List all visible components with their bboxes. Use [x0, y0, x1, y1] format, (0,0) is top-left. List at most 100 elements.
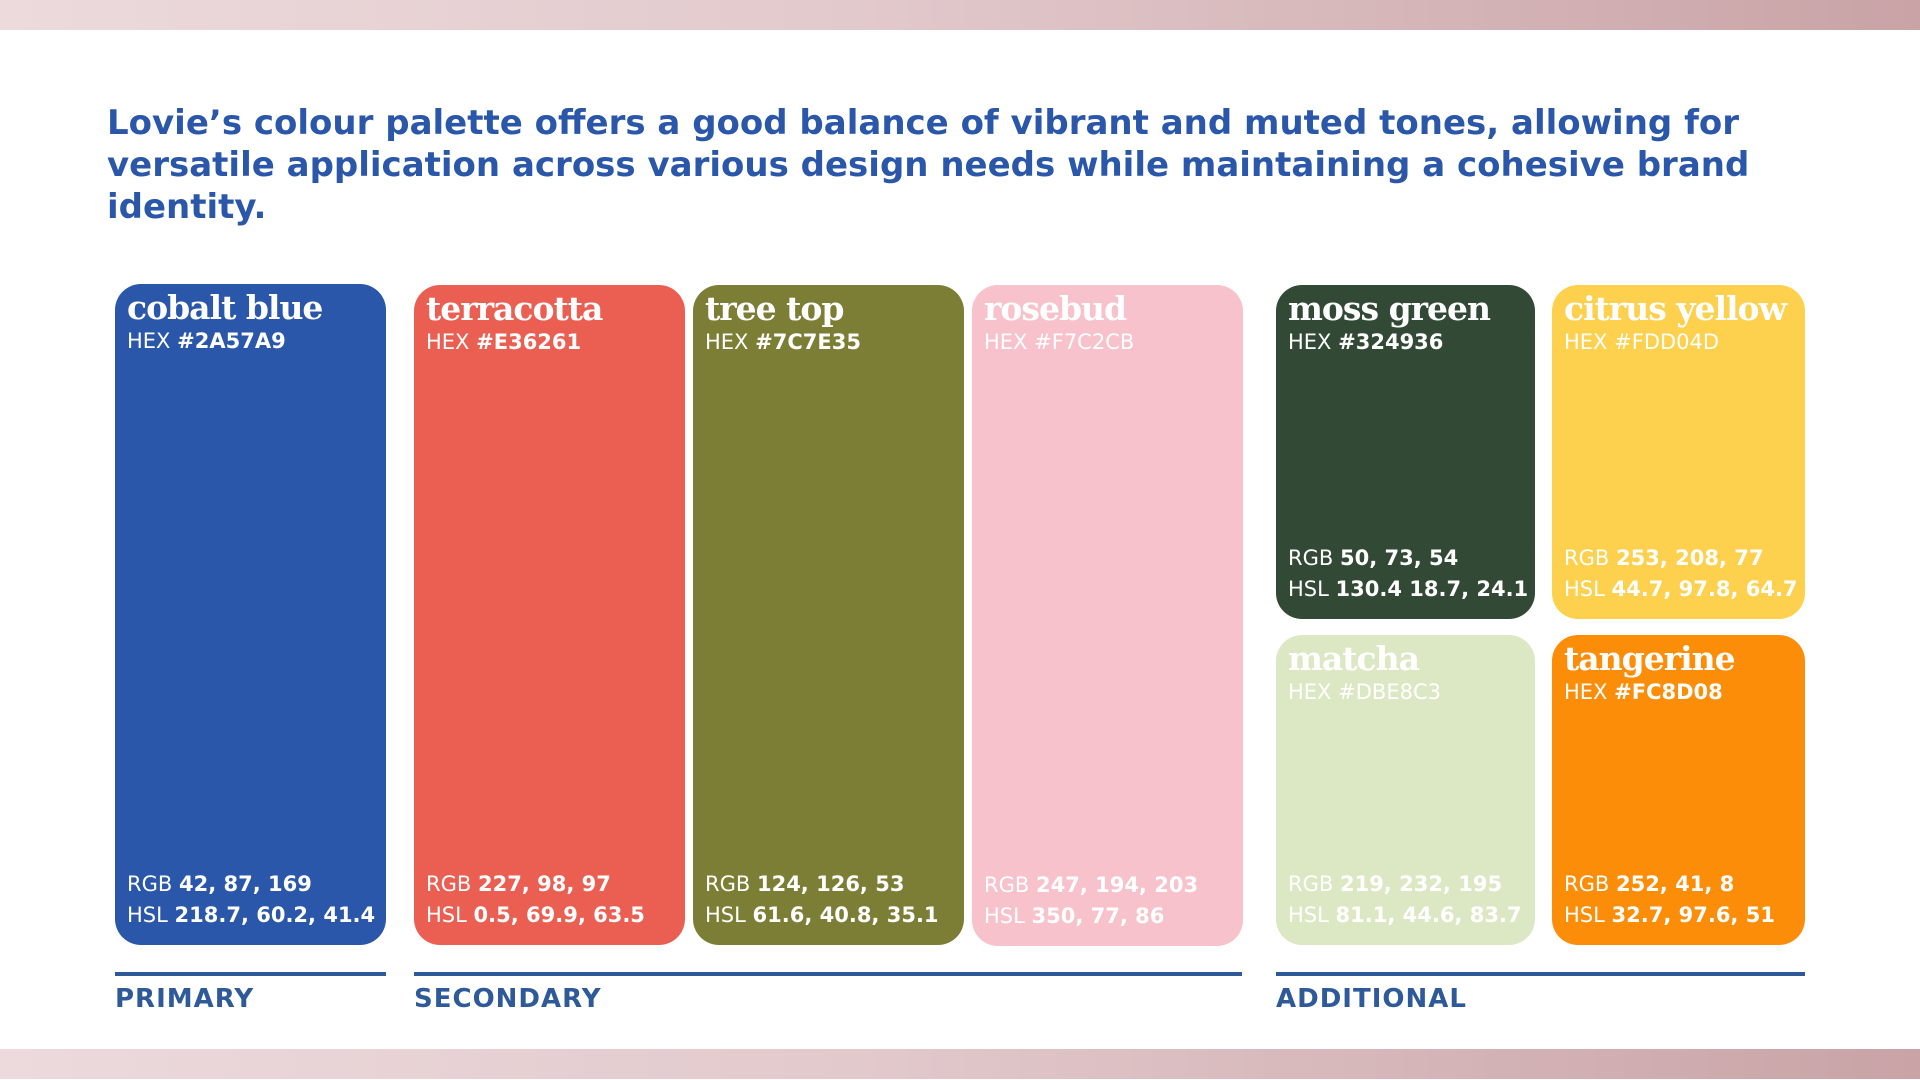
- swatch-tangerine: tangerine HEX #FC8D08 RGB 252, 41, 8 HSL…: [1552, 635, 1805, 945]
- hex-label: HEX: [127, 329, 171, 353]
- hsl-label: HSL: [1288, 903, 1329, 927]
- top-decorative-band: [0, 0, 1920, 30]
- swatch-hex: HEX #2A57A9: [127, 328, 286, 354]
- swatch-hex: HEX #DBE8C3: [1288, 679, 1441, 705]
- swatch-hex: HEX #324936: [1288, 329, 1443, 355]
- hex-label: HEX: [1288, 330, 1332, 354]
- swatch-values: RGB 50, 73, 54 HSL 130.4 18.7, 24.1: [1288, 543, 1528, 605]
- additional-divider: [1276, 972, 1805, 976]
- rgb-label: RGB: [1564, 546, 1610, 570]
- hsl-value: 61.6, 40.8, 35.1: [752, 903, 939, 927]
- rgb-value: 252, 41, 8: [1615, 872, 1735, 896]
- hsl-row: HSL 350, 77, 86: [984, 901, 1198, 932]
- swatch-hex: HEX #E36261: [426, 329, 581, 355]
- swatch-terracotta: terracotta HEX #E36261 RGB 227, 98, 97 H…: [414, 285, 685, 945]
- rgb-row: RGB 252, 41, 8: [1564, 869, 1775, 900]
- rgb-value: 253, 208, 77: [1615, 546, 1764, 570]
- additional-group-label: ADDITIONAL: [1276, 984, 1467, 1014]
- swatch-name: cobalt blue: [127, 288, 323, 327]
- swatch-name: terracotta: [426, 289, 603, 328]
- hsl-value: 218.7, 60.2, 41.4: [174, 903, 376, 927]
- rgb-label: RGB: [1564, 872, 1610, 896]
- hsl-value: 0.5, 69.9, 63.5: [473, 903, 645, 927]
- swatch-hex: HEX #FDD04D: [1564, 329, 1719, 355]
- rgb-label: RGB: [426, 872, 472, 896]
- rgb-row: RGB 253, 208, 77: [1564, 543, 1798, 574]
- rgb-row: RGB 50, 73, 54: [1288, 543, 1528, 574]
- swatch-values: RGB 42, 87, 169 HSL 218.7, 60.2, 41.4: [127, 869, 375, 931]
- rgb-label: RGB: [1288, 872, 1334, 896]
- swatch-matcha: matcha HEX #DBE8C3 RGB 219, 232, 195 HSL…: [1276, 635, 1535, 945]
- hsl-row: HSL 44.7, 97.8, 64.7: [1564, 574, 1798, 605]
- hex-value: #FC8D08: [1614, 680, 1723, 704]
- swatch-values: RGB 227, 98, 97 HSL 0.5, 69.9, 63.5: [426, 869, 645, 931]
- hsl-label: HSL: [426, 903, 467, 927]
- swatch-name: tree top: [705, 289, 844, 328]
- swatch-values: RGB 253, 208, 77 HSL 44.7, 97.8, 64.7: [1564, 543, 1798, 605]
- rgb-value: 219, 232, 195: [1339, 872, 1503, 896]
- bottom-decorative-band: [0, 1049, 1920, 1079]
- primary-group-label: PRIMARY: [115, 984, 255, 1014]
- swatch-citrus-yellow: citrus yellow HEX #FDD04D RGB 253, 208, …: [1552, 285, 1805, 619]
- rgb-row: RGB 219, 232, 195: [1288, 869, 1522, 900]
- swatch-values: RGB 247, 194, 203 HSL 350, 77, 86: [984, 870, 1198, 932]
- swatch-hex: HEX #F7C2CB: [984, 329, 1134, 355]
- hex-label: HEX: [984, 330, 1028, 354]
- rgb-row: RGB 124, 126, 53: [705, 869, 939, 900]
- swatch-name: matcha: [1288, 639, 1420, 678]
- hsl-row: HSL 61.6, 40.8, 35.1: [705, 900, 939, 931]
- rgb-row: RGB 42, 87, 169: [127, 869, 375, 900]
- hsl-row: HSL 81.1, 44.6, 83.7: [1288, 900, 1522, 931]
- hsl-value: 350, 77, 86: [1031, 904, 1165, 928]
- hex-label: HEX: [705, 330, 749, 354]
- swatch-tree-top: tree top HEX #7C7E35 RGB 124, 126, 53 HS…: [693, 285, 964, 945]
- hex-value: #F7C2CB: [1034, 330, 1135, 354]
- rgb-label: RGB: [127, 872, 173, 896]
- hsl-row: HSL 32.7, 97.6, 51: [1564, 900, 1775, 931]
- palette-intro-text: Lovie’s colour palette offers a good bal…: [107, 103, 1750, 227]
- hsl-label: HSL: [984, 904, 1025, 928]
- hex-label: HEX: [1564, 680, 1608, 704]
- hsl-value: 130.4 18.7, 24.1: [1335, 577, 1529, 601]
- hex-value: #324936: [1338, 330, 1444, 354]
- hsl-row: HSL 0.5, 69.9, 63.5: [426, 900, 645, 931]
- swatch-name: rosebud: [984, 289, 1127, 328]
- hsl-label: HSL: [705, 903, 746, 927]
- swatch-name: moss green: [1288, 289, 1491, 328]
- hex-label: HEX: [1564, 330, 1608, 354]
- rgb-value: 227, 98, 97: [477, 872, 611, 896]
- hsl-value: 44.7, 97.8, 64.7: [1611, 577, 1798, 601]
- hex-value: #DBE8C3: [1338, 680, 1441, 704]
- hex-value: #7C7E35: [755, 330, 861, 354]
- primary-divider: [115, 972, 386, 976]
- hsl-label: HSL: [127, 903, 168, 927]
- rgb-value: 124, 126, 53: [756, 872, 905, 896]
- swatch-values: RGB 252, 41, 8 HSL 32.7, 97.6, 51: [1564, 869, 1775, 931]
- swatch-moss-green: moss green HEX #324936 RGB 50, 73, 54 HS…: [1276, 285, 1535, 619]
- hex-value: #FDD04D: [1614, 330, 1720, 354]
- rgb-row: RGB 247, 194, 203: [984, 870, 1198, 901]
- hsl-value: 32.7, 97.6, 51: [1611, 903, 1775, 927]
- rgb-value: 50, 73, 54: [1339, 546, 1459, 570]
- hex-value: #E36261: [476, 330, 582, 354]
- hsl-label: HSL: [1564, 577, 1605, 601]
- swatch-hex: HEX #FC8D08: [1564, 679, 1723, 705]
- hsl-row: HSL 130.4 18.7, 24.1: [1288, 574, 1528, 605]
- rgb-label: RGB: [705, 872, 751, 896]
- swatch-rosebud: rosebud HEX #F7C2CB RGB 247, 194, 203 HS…: [972, 285, 1243, 946]
- swatch-name: citrus yellow: [1564, 289, 1787, 328]
- hsl-row: HSL 218.7, 60.2, 41.4: [127, 900, 375, 931]
- hex-value: #2A57A9: [177, 329, 286, 353]
- hsl-label: HSL: [1564, 903, 1605, 927]
- rgb-value: 42, 87, 169: [178, 872, 312, 896]
- swatch-name: tangerine: [1564, 639, 1736, 678]
- swatch-cobalt-blue: cobalt blue HEX #2A57A9 RGB 42, 87, 169 …: [115, 284, 386, 945]
- hsl-label: HSL: [1288, 577, 1329, 601]
- swatch-values: RGB 219, 232, 195 HSL 81.1, 44.6, 83.7: [1288, 869, 1522, 931]
- secondary-group-label: SECONDARY: [414, 984, 602, 1014]
- swatch-hex: HEX #7C7E35: [705, 329, 861, 355]
- rgb-row: RGB 227, 98, 97: [426, 869, 645, 900]
- rgb-value: 247, 194, 203: [1035, 873, 1199, 897]
- swatch-values: RGB 124, 126, 53 HSL 61.6, 40.8, 35.1: [705, 869, 939, 931]
- hex-label: HEX: [426, 330, 470, 354]
